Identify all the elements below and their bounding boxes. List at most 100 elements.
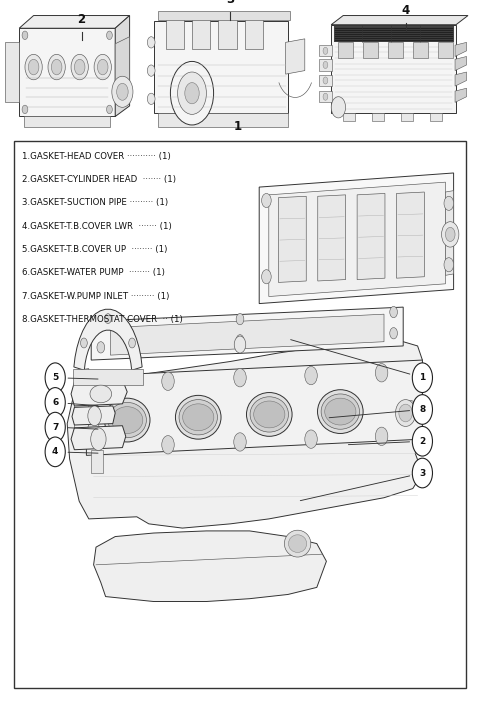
Polygon shape bbox=[158, 11, 290, 20]
Polygon shape bbox=[318, 195, 346, 281]
Circle shape bbox=[112, 76, 133, 107]
Circle shape bbox=[185, 83, 199, 104]
Polygon shape bbox=[357, 193, 385, 280]
Circle shape bbox=[147, 93, 155, 104]
Polygon shape bbox=[363, 42, 378, 58]
Circle shape bbox=[178, 72, 206, 114]
Polygon shape bbox=[278, 196, 306, 282]
Polygon shape bbox=[73, 369, 143, 385]
Ellipse shape bbox=[396, 400, 416, 426]
Circle shape bbox=[390, 306, 397, 318]
Circle shape bbox=[28, 59, 39, 75]
Ellipse shape bbox=[284, 530, 311, 557]
Circle shape bbox=[162, 436, 174, 454]
Circle shape bbox=[97, 59, 108, 75]
Polygon shape bbox=[67, 339, 422, 528]
Polygon shape bbox=[455, 56, 467, 71]
Circle shape bbox=[88, 406, 101, 426]
Circle shape bbox=[45, 388, 65, 417]
Polygon shape bbox=[259, 173, 454, 304]
Ellipse shape bbox=[250, 397, 288, 432]
Ellipse shape bbox=[253, 401, 285, 428]
Polygon shape bbox=[334, 26, 454, 42]
Polygon shape bbox=[430, 113, 442, 121]
Polygon shape bbox=[331, 25, 456, 113]
Circle shape bbox=[375, 364, 388, 382]
Text: 4: 4 bbox=[401, 4, 410, 17]
Circle shape bbox=[97, 342, 105, 353]
Polygon shape bbox=[74, 369, 89, 448]
Polygon shape bbox=[396, 192, 424, 278]
Polygon shape bbox=[218, 16, 237, 49]
Text: 5.GASKET-T.B.COVER UP  ········ (1): 5.GASKET-T.B.COVER UP ········ (1) bbox=[22, 245, 167, 254]
Text: 1: 1 bbox=[419, 373, 426, 382]
Circle shape bbox=[107, 105, 112, 114]
Ellipse shape bbox=[111, 407, 143, 433]
Polygon shape bbox=[192, 16, 210, 49]
Text: 3: 3 bbox=[227, 0, 234, 6]
Polygon shape bbox=[158, 113, 288, 127]
Text: 1: 1 bbox=[234, 120, 241, 133]
Circle shape bbox=[170, 61, 214, 125]
Circle shape bbox=[71, 54, 88, 80]
Circle shape bbox=[129, 338, 135, 348]
Polygon shape bbox=[319, 75, 332, 86]
Ellipse shape bbox=[324, 398, 356, 425]
Circle shape bbox=[22, 105, 28, 114]
Polygon shape bbox=[319, 45, 332, 56]
Text: 1.GASKET-HEAD COVER ··········· (1): 1.GASKET-HEAD COVER ··········· (1) bbox=[22, 152, 170, 161]
Circle shape bbox=[442, 222, 459, 247]
Polygon shape bbox=[91, 450, 103, 473]
Polygon shape bbox=[401, 113, 413, 121]
Circle shape bbox=[117, 83, 128, 100]
Circle shape bbox=[412, 363, 432, 393]
Circle shape bbox=[323, 61, 328, 68]
Circle shape bbox=[45, 412, 65, 442]
Circle shape bbox=[81, 338, 87, 348]
Polygon shape bbox=[19, 16, 130, 28]
Polygon shape bbox=[343, 113, 355, 121]
Text: 6: 6 bbox=[52, 398, 59, 407]
Circle shape bbox=[262, 270, 271, 284]
Ellipse shape bbox=[399, 404, 412, 421]
Ellipse shape bbox=[247, 393, 292, 436]
Ellipse shape bbox=[179, 400, 217, 435]
Polygon shape bbox=[5, 42, 19, 102]
Polygon shape bbox=[71, 380, 127, 406]
Text: 7.GASKET-W.PUMP INLET ········· (1): 7.GASKET-W.PUMP INLET ········· (1) bbox=[22, 292, 169, 301]
Polygon shape bbox=[245, 16, 263, 49]
Polygon shape bbox=[72, 406, 115, 425]
Polygon shape bbox=[91, 307, 403, 360]
Circle shape bbox=[305, 366, 317, 385]
Circle shape bbox=[234, 433, 246, 451]
Circle shape bbox=[147, 65, 155, 76]
Circle shape bbox=[444, 196, 454, 210]
Text: 2: 2 bbox=[78, 13, 85, 26]
Circle shape bbox=[234, 336, 246, 353]
Text: 4.GASKET-T.B.COVER LWR  ······· (1): 4.GASKET-T.B.COVER LWR ······· (1) bbox=[22, 222, 171, 231]
Polygon shape bbox=[319, 91, 332, 102]
Polygon shape bbox=[413, 42, 428, 58]
Circle shape bbox=[234, 369, 246, 387]
Circle shape bbox=[375, 427, 388, 445]
Circle shape bbox=[412, 458, 432, 488]
Polygon shape bbox=[319, 59, 332, 71]
Ellipse shape bbox=[288, 535, 307, 552]
Polygon shape bbox=[154, 21, 288, 113]
Ellipse shape bbox=[90, 385, 111, 402]
Ellipse shape bbox=[318, 390, 363, 433]
Ellipse shape bbox=[182, 404, 214, 431]
Circle shape bbox=[94, 54, 111, 80]
Text: 8: 8 bbox=[419, 405, 426, 414]
Circle shape bbox=[236, 313, 244, 325]
Circle shape bbox=[48, 54, 65, 80]
Polygon shape bbox=[338, 42, 353, 58]
Text: 4: 4 bbox=[52, 448, 59, 456]
Circle shape bbox=[412, 395, 432, 424]
Text: 5: 5 bbox=[52, 373, 59, 382]
Polygon shape bbox=[455, 42, 467, 56]
Polygon shape bbox=[94, 531, 326, 602]
Circle shape bbox=[25, 54, 42, 80]
Polygon shape bbox=[455, 88, 467, 102]
Circle shape bbox=[323, 93, 328, 100]
